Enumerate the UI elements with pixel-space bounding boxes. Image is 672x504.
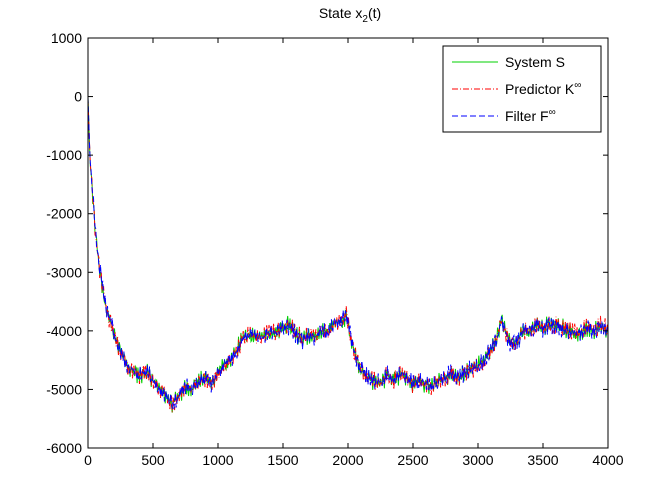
y-tick-label: -4000 <box>46 323 82 339</box>
series-layer <box>87 97 608 413</box>
x-tick-label: 3500 <box>527 452 558 468</box>
x-tick-label: 0 <box>84 452 92 468</box>
series-line <box>87 97 608 410</box>
x-tick-label: 2500 <box>397 452 428 468</box>
series-line <box>87 99 608 413</box>
x-tick-label: 500 <box>141 452 165 468</box>
chart-title-main: State x <box>319 5 363 21</box>
ticks-layer: 0 500 1000 1500 2000 2500 3000 3500 4000 -6000 -50… <box>46 30 624 468</box>
x-tick-label: 1000 <box>202 452 233 468</box>
y-tick-label: -6000 <box>46 440 82 456</box>
chart-title-tail: (t) <box>368 5 381 21</box>
x-tick-label: 1500 <box>267 452 298 468</box>
y-tick-label: 0 <box>74 89 82 105</box>
x-tick-label: 4000 <box>592 452 623 468</box>
y-tick-label: 1000 <box>51 30 82 46</box>
legend-label: Predictor K∞ <box>505 80 581 97</box>
legend: System S Predictor K∞ Filter F∞ <box>442 45 602 133</box>
y-tick-label: -1000 <box>46 147 82 163</box>
legend-label: System S <box>505 54 565 70</box>
chart-title: State x2(t) <box>319 5 381 25</box>
legend-label: Filter F∞ <box>505 107 556 124</box>
chart-title-subscript: 2 <box>362 14 368 25</box>
x-tick-label: 2000 <box>332 452 363 468</box>
y-tick-label: -2000 <box>46 206 82 222</box>
legend-box <box>442 45 602 133</box>
x-tick-label: 3000 <box>462 452 493 468</box>
y-tick-label: -5000 <box>46 381 82 397</box>
y-tick-label: -3000 <box>46 264 82 280</box>
legend-items: System S Predictor K∞ Filter F∞ <box>452 54 581 124</box>
